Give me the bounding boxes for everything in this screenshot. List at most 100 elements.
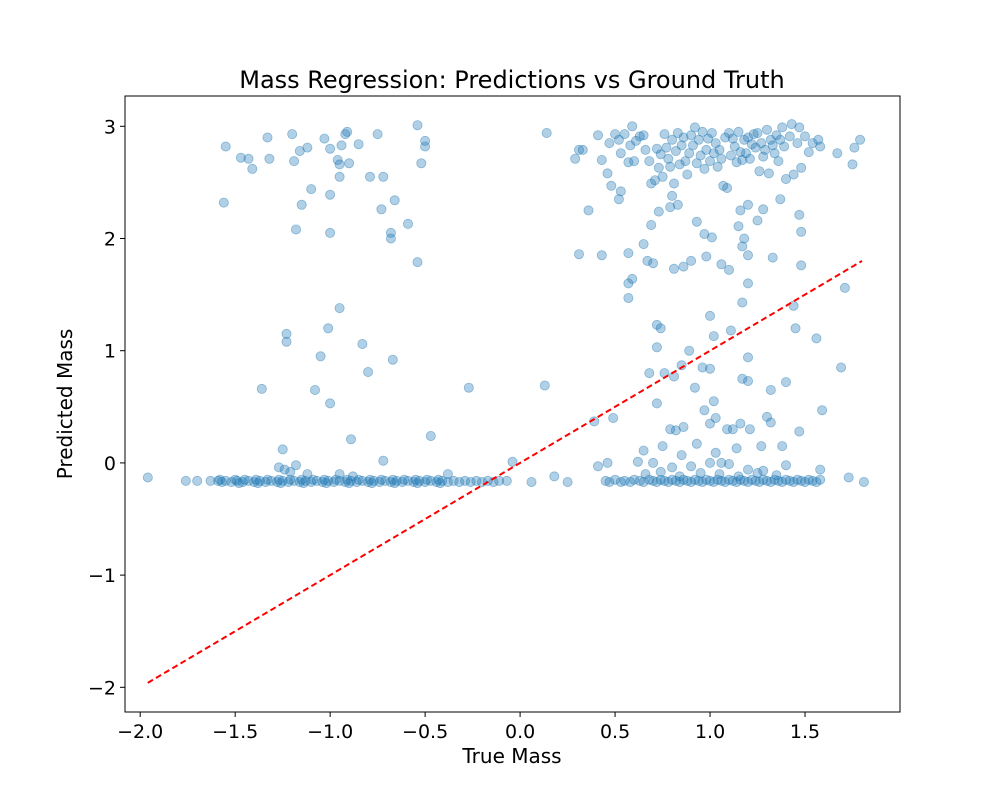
scatter-point	[670, 425, 681, 436]
scatter-point	[710, 447, 721, 458]
scatter-point	[340, 129, 351, 140]
scatter-point	[226, 476, 237, 487]
scatter-point	[781, 474, 792, 485]
scatter-point	[353, 474, 364, 485]
scatter-point	[712, 474, 723, 485]
scatter-point	[420, 476, 431, 487]
scatter-point	[743, 278, 754, 289]
scatter-point	[501, 475, 512, 486]
scatter-point	[334, 303, 345, 314]
scatter-point	[235, 152, 246, 163]
scatter-point	[387, 474, 398, 485]
scatter-point	[602, 457, 613, 468]
scatter-point	[655, 323, 666, 334]
scatter-point	[300, 475, 311, 486]
scatter-point	[815, 141, 826, 152]
scatter-point	[743, 464, 754, 475]
x-tick-label: 0.0	[505, 721, 535, 743]
scatter-point	[735, 147, 746, 158]
scatter-point	[748, 129, 759, 140]
scatter-point	[779, 141, 790, 152]
scatter-point	[632, 456, 643, 467]
scatter-point	[722, 424, 733, 435]
scatter-point	[763, 168, 774, 179]
scatter-point	[686, 255, 697, 266]
scatter-point	[836, 362, 847, 373]
scatter-point	[448, 475, 459, 486]
scatter-point	[708, 331, 719, 342]
scatter-point	[676, 360, 687, 371]
scatter-point	[294, 476, 305, 487]
scatter-point	[302, 469, 313, 480]
scatter-point	[710, 412, 721, 423]
scatter-point	[705, 156, 716, 167]
scatter-point	[290, 460, 301, 471]
scatter-point	[351, 476, 362, 487]
scatter-point	[340, 476, 351, 487]
scatter-point	[364, 171, 375, 182]
scatter-point	[722, 182, 733, 193]
scatter-point	[678, 474, 689, 485]
scatter-point	[311, 475, 322, 486]
scatter-point	[765, 476, 776, 487]
scatter-point	[642, 255, 653, 266]
scatter-point	[665, 161, 676, 172]
scatter-point	[691, 158, 702, 169]
scatter-point	[623, 157, 634, 168]
scatter-point	[724, 127, 735, 138]
scatter-point	[788, 476, 799, 487]
scatter-point	[800, 476, 811, 487]
scatter-point	[385, 227, 396, 238]
scatter-point	[494, 475, 505, 486]
scatter-point	[815, 464, 826, 475]
scatter-point	[610, 474, 621, 485]
scatter-point	[615, 148, 626, 159]
scatter-point	[746, 474, 757, 485]
scatter-point	[323, 323, 334, 334]
scatter-point	[771, 470, 782, 481]
scatter-point	[657, 171, 668, 182]
scatter-point	[699, 228, 710, 239]
scatter-point	[667, 190, 678, 201]
scatter-point	[674, 159, 685, 170]
scatter-point	[249, 476, 260, 487]
scatter-point	[442, 469, 453, 480]
scatter-point	[298, 478, 309, 489]
scatter-point	[765, 417, 776, 428]
scatter-point	[781, 173, 792, 184]
scatter-point	[378, 171, 389, 182]
scatter-point	[781, 377, 792, 388]
scatter-point	[781, 460, 792, 471]
scatter-point	[397, 476, 408, 487]
scatter-point	[684, 345, 695, 356]
scatter-point	[610, 129, 621, 140]
scatter-point	[412, 257, 423, 268]
scatter-point	[832, 148, 843, 159]
scatter-point	[788, 169, 799, 180]
scatter-point	[661, 142, 672, 153]
scatter-point	[855, 134, 866, 145]
scatter-point	[739, 233, 750, 244]
scatter-point	[663, 476, 674, 487]
scatter-point	[665, 424, 676, 435]
scatter-point	[623, 278, 634, 289]
scatter-point	[638, 130, 649, 141]
scatter-point	[425, 430, 436, 441]
scatter-point	[686, 130, 697, 141]
scatter-point	[724, 264, 735, 275]
scatter-point	[706, 127, 717, 138]
scatter-point	[815, 474, 826, 485]
scatter-point	[232, 475, 243, 486]
scatter-point	[737, 297, 748, 308]
scatter-point	[716, 153, 727, 164]
scatter-point	[769, 148, 780, 159]
scatter-point	[425, 475, 436, 486]
scatter-point	[792, 474, 803, 485]
scatter-point	[596, 250, 607, 261]
scatter-point	[760, 144, 771, 155]
scatter-point	[243, 153, 254, 164]
y-tick-label: 1	[104, 341, 116, 363]
scatter-point	[744, 424, 755, 435]
scatter-point	[678, 421, 689, 432]
scatter-point	[289, 475, 300, 486]
